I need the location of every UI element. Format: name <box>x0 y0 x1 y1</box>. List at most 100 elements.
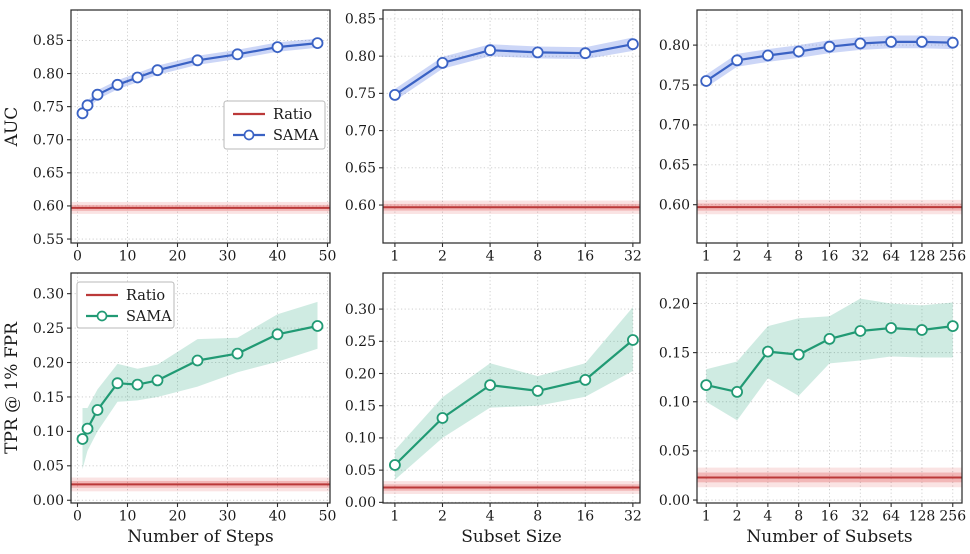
y-tick-label: 0.20 <box>345 366 376 382</box>
x-tick-label: 2 <box>733 509 742 525</box>
plot-frame <box>382 272 641 504</box>
y-tick-label: 0.00 <box>659 493 690 509</box>
y-tick-label: 0.05 <box>659 444 690 460</box>
x-axis-label: Subset Size <box>461 527 562 547</box>
x-tick-label: 4 <box>486 249 495 265</box>
data-point-marker <box>484 44 497 57</box>
x-tick-label: 40 <box>269 509 287 525</box>
y-tick-label: 0.60 <box>659 197 690 213</box>
subplot-tpr-vs-number-of-steps: 0 10 20 30 40 50 0.00 0.05 0.10 0.15 0.20 0.25 0.30 N… <box>2 272 336 547</box>
data-point-marker <box>762 345 774 358</box>
x-tick-label: 50 <box>319 249 337 265</box>
y-tick-label: 0.60 <box>33 199 64 215</box>
x-tick-label: 8 <box>533 509 542 525</box>
y-tick-label: 0.60 <box>345 198 376 214</box>
x-tick-label: 64 <box>882 509 900 525</box>
y-tick-label: 0.20 <box>659 296 690 312</box>
subplot-tpr-vs-subset-size: 1 2 4 8 16 32 0.00 0.05 0.10 0.15 0.20 0.25 0.30 Subs… <box>345 272 642 547</box>
data-point-marker <box>81 422 94 435</box>
data-point-marker <box>311 320 324 332</box>
y-tick-label: 0.70 <box>345 123 376 139</box>
legend-entry-sama: SAMA <box>233 128 319 144</box>
x-tick-label: 2 <box>438 249 447 265</box>
x-tick-label: 8 <box>533 249 542 265</box>
data-point-marker <box>484 379 497 392</box>
x-tick-label: 16 <box>576 249 594 265</box>
data-point-marker <box>91 88 104 101</box>
x-tick-label: 1 <box>702 249 711 265</box>
legend-entry-ratio: Ratio <box>233 107 312 123</box>
data-point-marker <box>436 57 449 69</box>
subplot-auc-vs-number-of-subsets: 1 2 4 8 16 32 64 128 256 0.60 0.65 0.70 0.75 0.80 <box>659 9 966 265</box>
y-tick-label: 0.00 <box>33 493 64 509</box>
subplot-auc-vs-number-of-steps: 0 10 20 30 40 50 0.55 0.60 0.65 0.70 0.75 0.80 0.85 A… <box>2 9 337 265</box>
data-point-marker <box>731 54 743 67</box>
sama-confidence-band <box>394 307 633 480</box>
data-point-marker <box>191 354 204 367</box>
data-point-marker <box>885 36 897 48</box>
y-tick-label: 0.25 <box>345 334 376 350</box>
y-tick-label: 0.75 <box>33 99 64 115</box>
x-tick-label: 0 <box>73 509 82 525</box>
x-tick-label: 30 <box>219 509 237 525</box>
y-tick-label: 0.25 <box>33 321 64 337</box>
x-tick-label: 32 <box>624 509 642 525</box>
data-point-marker <box>823 332 836 345</box>
data-point-marker <box>627 334 639 346</box>
data-point-marker <box>885 322 897 334</box>
x-tick-label: 10 <box>119 509 137 525</box>
data-point-marker <box>854 37 867 50</box>
x-tick-label: 1 <box>390 509 399 525</box>
sama-line <box>81 324 318 440</box>
legend-entry-sama: SAMA <box>86 309 172 325</box>
data-point-marker <box>436 412 449 424</box>
y-axis-label: TPR @ 1% FPR <box>2 321 22 454</box>
x-tick-label: 8 <box>794 249 803 265</box>
sama-confidence-band <box>394 37 633 101</box>
y-tick-label: 0.10 <box>659 395 690 411</box>
data-point-marker <box>579 373 592 386</box>
data-point-marker <box>731 385 743 398</box>
y-tick-label: 0.75 <box>345 86 376 102</box>
legend-entry-ratio: Ratio <box>86 288 165 304</box>
data-point-marker <box>76 433 89 445</box>
x-tick-label: 64 <box>882 249 900 265</box>
x-tick-label: 8 <box>794 509 803 525</box>
x-tick-label: 10 <box>119 249 137 265</box>
y-axis-label: AUC <box>2 107 22 148</box>
x-tick-label: 4 <box>763 509 772 525</box>
plot-frame <box>382 9 641 244</box>
legend: Ratio SAMA <box>223 100 326 150</box>
data-point-marker <box>311 37 324 49</box>
data-point-marker <box>231 347 244 360</box>
y-tick-label: 0.20 <box>33 355 64 371</box>
y-tick-label: 0.10 <box>33 424 64 440</box>
y-tick-label: 0.15 <box>345 399 376 415</box>
x-axis-label: Number of Steps <box>127 527 274 547</box>
data-point-marker <box>531 384 544 397</box>
y-tick-label: 0.55 <box>33 232 64 248</box>
data-point-marker <box>792 45 805 58</box>
plot-frame <box>70 9 331 244</box>
sama-line <box>394 43 634 96</box>
y-tick-label: 0.85 <box>33 33 64 49</box>
x-tick-label: 128 <box>909 249 936 265</box>
x-tick-label: 2 <box>733 249 742 265</box>
legend-label: Ratio <box>126 288 165 304</box>
legend: Ratio SAMA <box>76 281 175 329</box>
y-tick-label: 0.10 <box>345 431 376 447</box>
x-tick-label: 20 <box>169 509 187 525</box>
subplot-auc-vs-subset-size: 1 2 4 8 16 32 0.60 0.65 0.70 0.75 0.80 0.85 <box>345 9 642 265</box>
x-tick-label: 128 <box>909 509 936 525</box>
data-point-marker <box>151 374 164 387</box>
y-tick-label: 0.65 <box>659 158 690 174</box>
x-tick-label: 16 <box>821 249 839 265</box>
y-tick-label: 0.65 <box>345 161 376 177</box>
x-tick-label: 32 <box>624 249 642 265</box>
data-point-marker <box>151 64 164 77</box>
y-tick-label: 0.30 <box>33 286 64 302</box>
x-axis-label: Number of Subsets <box>746 527 912 547</box>
sama-line <box>81 42 318 114</box>
